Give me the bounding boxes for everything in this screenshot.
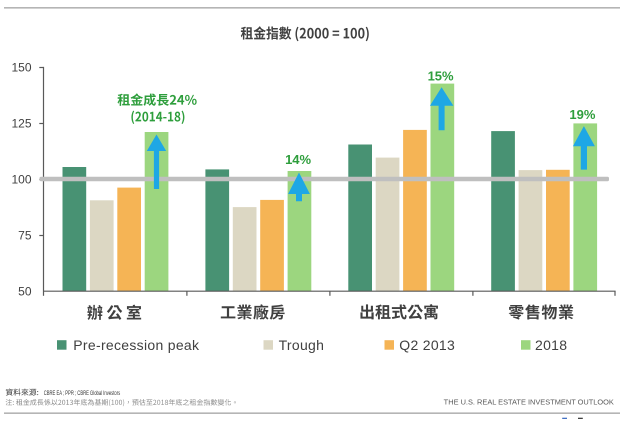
svg-text:Q2 2013: Q2 2013 xyxy=(399,337,455,353)
svg-text:14%: 14% xyxy=(285,152,311,167)
svg-text:2018: 2018 xyxy=(535,337,567,353)
svg-text:CBRE EA ; PPR ; CBRE Global In: CBRE EA ; PPR ; CBRE Global Investors xyxy=(44,390,121,397)
svg-text:50: 50 xyxy=(18,285,32,299)
svg-text:100: 100 xyxy=(11,173,31,187)
svg-text:19%: 19% xyxy=(569,107,595,122)
svg-text:125: 125 xyxy=(11,117,31,131)
svg-text:THE U.S. REAL ESTATE INVESTMEN: THE U.S. REAL ESTATE INVESTMENT OUTLOOK xyxy=(444,399,615,406)
svg-text:Pre-recession peak: Pre-recession peak xyxy=(73,337,200,353)
svg-text:Trough: Trough xyxy=(279,337,325,353)
svg-text:15%: 15% xyxy=(428,69,454,84)
svg-text:75: 75 xyxy=(18,229,32,243)
svg-text:150: 150 xyxy=(11,61,31,75)
